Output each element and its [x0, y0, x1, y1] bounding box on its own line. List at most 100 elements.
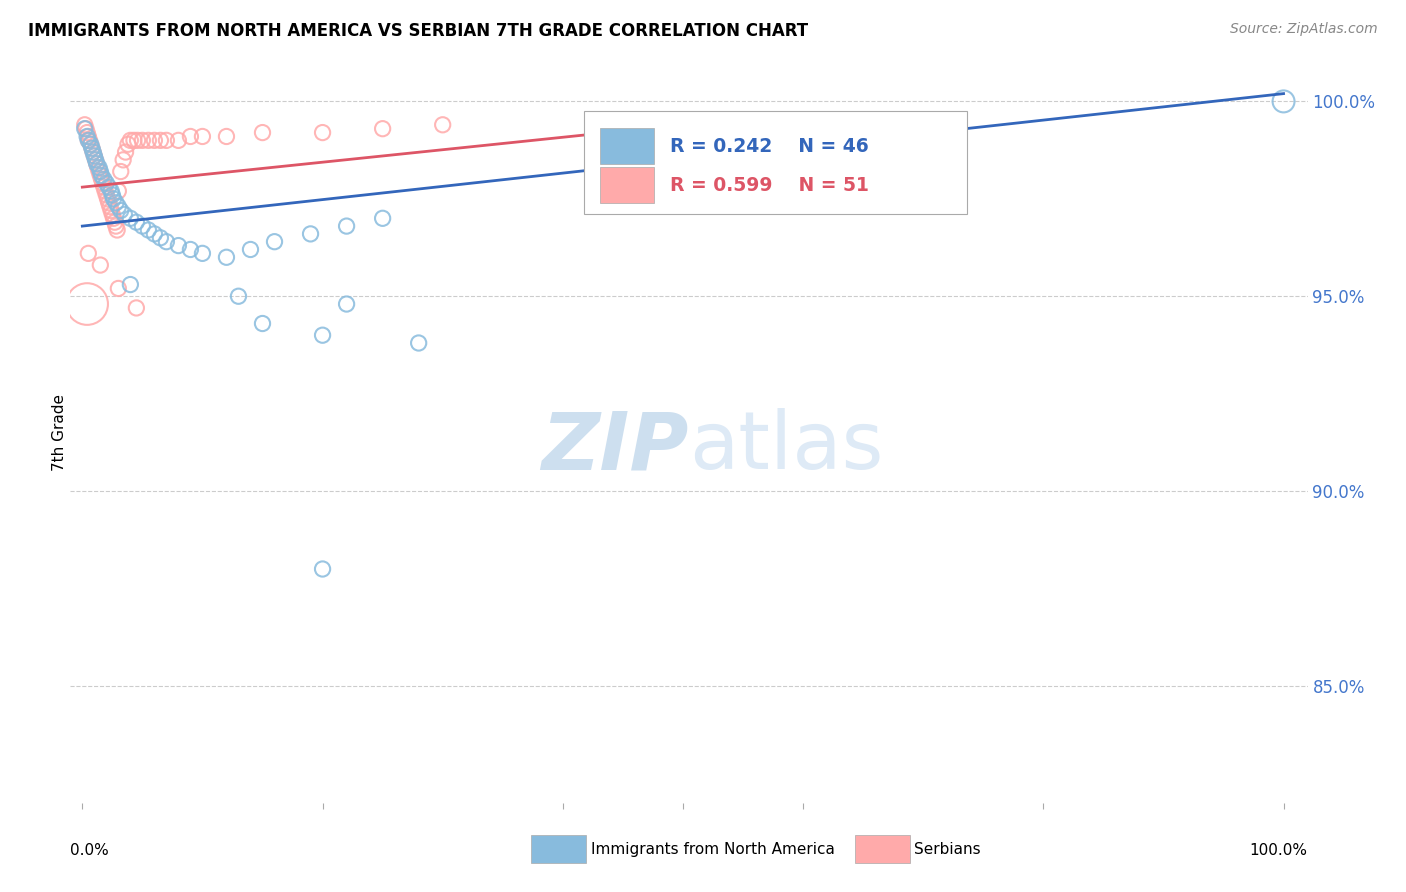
Point	[125, 215, 148, 229]
Point	[103, 211, 125, 226]
Point	[179, 129, 201, 144]
Point	[100, 203, 122, 218]
Point	[120, 211, 142, 226]
Point	[127, 133, 149, 147]
Point	[91, 176, 114, 190]
Point	[76, 297, 98, 311]
Point	[252, 126, 274, 140]
Point	[311, 562, 333, 576]
Point	[84, 153, 107, 167]
Point	[107, 281, 129, 295]
Point	[191, 129, 214, 144]
Point	[336, 297, 359, 311]
Point	[215, 129, 238, 144]
Point	[104, 219, 127, 233]
Point	[311, 126, 333, 140]
Point	[252, 317, 274, 331]
Point	[110, 203, 132, 218]
Point	[336, 219, 359, 233]
Point	[76, 126, 98, 140]
Point	[98, 200, 121, 214]
Point	[371, 121, 394, 136]
Point	[103, 192, 125, 206]
FancyBboxPatch shape	[600, 128, 654, 164]
Point	[86, 157, 108, 171]
Point	[93, 172, 115, 186]
Point	[80, 141, 103, 155]
Point	[371, 211, 394, 226]
Text: atlas: atlas	[689, 409, 883, 486]
Text: IMMIGRANTS FROM NORTH AMERICA VS SERBIAN 7TH GRADE CORRELATION CHART: IMMIGRANTS FROM NORTH AMERICA VS SERBIAN…	[28, 22, 808, 40]
Point	[149, 231, 172, 245]
Point	[90, 169, 112, 183]
Point	[138, 223, 160, 237]
Point	[191, 246, 214, 260]
Text: Serbians: Serbians	[914, 842, 980, 856]
Point	[143, 133, 166, 147]
Point	[155, 235, 177, 249]
Point	[101, 207, 124, 221]
Point	[125, 301, 148, 315]
Point	[77, 133, 100, 147]
Point	[408, 336, 430, 351]
Point	[228, 289, 250, 303]
Point	[138, 133, 160, 147]
Point	[107, 184, 129, 198]
Point	[299, 227, 322, 241]
Point	[77, 129, 100, 144]
Point	[149, 133, 172, 147]
Text: R = 0.599    N = 51: R = 0.599 N = 51	[671, 176, 869, 194]
Point	[73, 121, 96, 136]
Point	[179, 243, 201, 257]
Point	[93, 180, 115, 194]
Text: 100.0%: 100.0%	[1250, 843, 1308, 858]
FancyBboxPatch shape	[583, 111, 967, 214]
Point	[73, 118, 96, 132]
Point	[215, 250, 238, 264]
Point	[107, 200, 129, 214]
Point	[80, 137, 103, 152]
Point	[77, 133, 100, 147]
Point	[104, 215, 127, 229]
Point	[117, 137, 139, 152]
Point	[263, 235, 285, 249]
Point	[167, 133, 190, 147]
Point	[311, 328, 333, 343]
Point	[94, 184, 117, 198]
Point	[110, 164, 132, 178]
Point	[120, 277, 142, 292]
Point	[80, 141, 103, 155]
Point	[122, 133, 145, 147]
Point	[97, 195, 120, 210]
Point	[83, 149, 105, 163]
Point	[1272, 95, 1295, 109]
Point	[76, 129, 98, 144]
Point	[89, 164, 111, 178]
Point	[112, 207, 135, 221]
Point	[104, 195, 127, 210]
Text: 0.0%: 0.0%	[70, 843, 110, 858]
Point	[120, 133, 142, 147]
Point	[82, 145, 104, 159]
FancyBboxPatch shape	[600, 167, 654, 203]
Point	[432, 118, 454, 132]
Point	[100, 184, 122, 198]
Point	[112, 153, 135, 167]
Text: Immigrants from North America: Immigrants from North America	[591, 842, 834, 856]
Point	[84, 153, 107, 167]
Point	[97, 180, 120, 194]
Point	[131, 219, 153, 233]
Point	[239, 243, 262, 257]
Point	[86, 157, 108, 171]
Point	[89, 169, 111, 183]
Point	[131, 133, 153, 147]
Point	[89, 258, 111, 272]
Point	[143, 227, 166, 241]
Point	[87, 161, 110, 175]
Point	[167, 238, 190, 252]
Text: ZIP: ZIP	[541, 409, 689, 486]
Point	[77, 246, 100, 260]
Point	[96, 192, 118, 206]
Text: R = 0.242    N = 46: R = 0.242 N = 46	[671, 136, 869, 155]
Point	[90, 172, 112, 186]
